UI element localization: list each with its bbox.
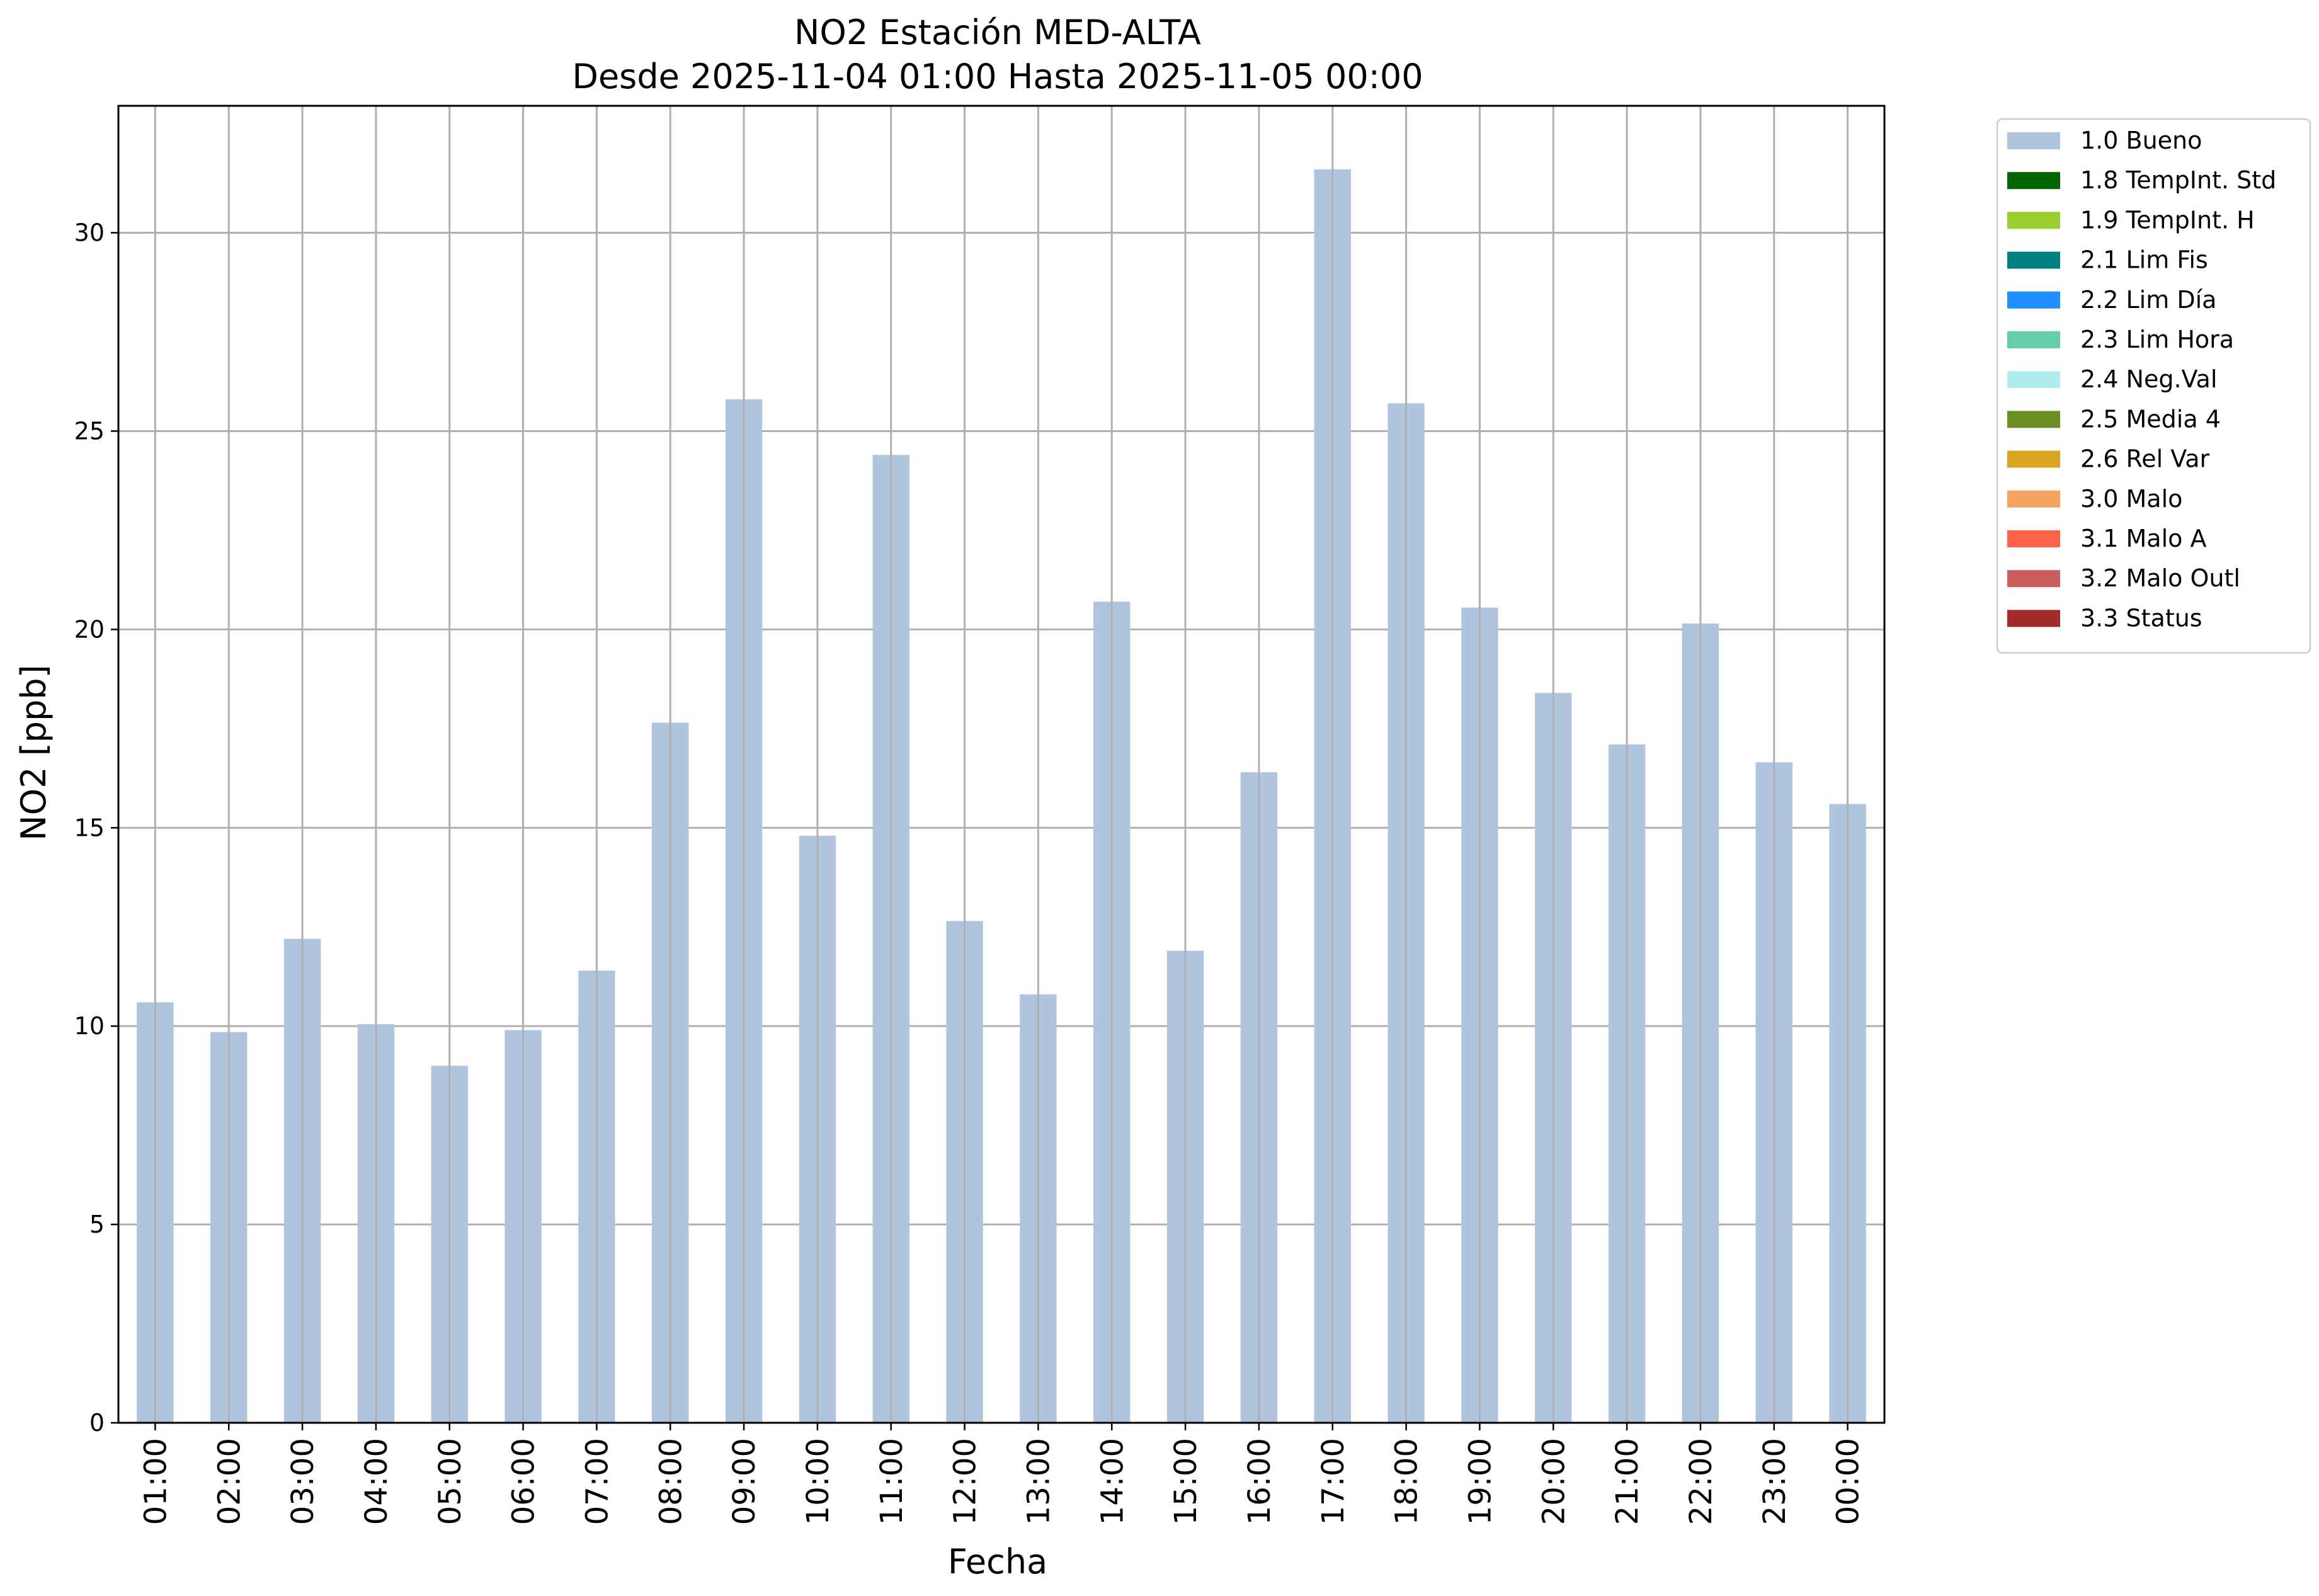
legend-label: 2.1 Lim Fis bbox=[2080, 246, 2208, 274]
x-tick-label: 11:00 bbox=[874, 1438, 909, 1525]
legend-label: 3.2 Malo Outl bbox=[2080, 564, 2240, 592]
x-tick-label: 04:00 bbox=[359, 1438, 394, 1525]
legend-label: 1.8 TempInt. Std bbox=[2080, 166, 2276, 194]
y-tick-label: 25 bbox=[74, 417, 105, 445]
y-tick-label: 5 bbox=[89, 1211, 105, 1238]
legend-swatch bbox=[2007, 450, 2060, 468]
x-tick-label: 19:00 bbox=[1462, 1438, 1498, 1525]
legend-swatch bbox=[2007, 570, 2060, 588]
x-tick-label: 06:00 bbox=[506, 1438, 542, 1525]
legend-label: 3.0 Malo bbox=[2080, 485, 2182, 513]
legend-swatch bbox=[2007, 291, 2060, 309]
chart-subtitle: Desde 2025-11-04 01:00 Hasta 2025-11-05 … bbox=[572, 57, 1423, 96]
x-tick-label: 15:00 bbox=[1168, 1438, 1204, 1525]
legend-label: 2.6 Rel Var bbox=[2080, 445, 2210, 473]
legend-swatch bbox=[2007, 490, 2060, 508]
legend-swatch bbox=[2007, 331, 2060, 348]
x-tick-label: 23:00 bbox=[1757, 1438, 1792, 1525]
legend-label: 2.4 Neg.Val bbox=[2080, 365, 2217, 393]
x-tick-label: 09:00 bbox=[727, 1438, 762, 1525]
x-tick-label: 20:00 bbox=[1536, 1438, 1571, 1525]
legend-swatch bbox=[2007, 251, 2060, 269]
x-tick-label: 01:00 bbox=[138, 1438, 173, 1525]
x-tick-label: 21:00 bbox=[1610, 1438, 1645, 1525]
legend-swatch bbox=[2007, 610, 2060, 627]
legend-label: 3.1 Malo A bbox=[2080, 525, 2206, 552]
y-tick-label: 20 bbox=[74, 615, 105, 643]
grid-lines bbox=[118, 232, 1884, 1424]
x-tick-label: 13:00 bbox=[1021, 1438, 1056, 1525]
x-tick-label: 03:00 bbox=[285, 1438, 321, 1525]
x-tick-label: 18:00 bbox=[1389, 1438, 1425, 1525]
legend-swatch bbox=[2007, 212, 2060, 229]
x-tick-label: 10:00 bbox=[801, 1438, 836, 1525]
y-tick-label: 15 bbox=[74, 814, 105, 841]
legend-swatch bbox=[2007, 172, 2060, 190]
x-axis-label: Fecha bbox=[948, 1542, 1047, 1582]
legend-label: 2.3 Lim Hora bbox=[2080, 326, 2234, 353]
x-tick-label: 05:00 bbox=[433, 1438, 468, 1525]
x-tick-label: 14:00 bbox=[1095, 1438, 1130, 1525]
x-tick-label: 02:00 bbox=[212, 1438, 247, 1525]
vertical-grid-lines bbox=[154, 106, 1849, 1423]
x-tick-label: 22:00 bbox=[1684, 1438, 1719, 1525]
chart-title: NO2 Estación MED-ALTA bbox=[794, 13, 1201, 52]
x-tick-label: 00:00 bbox=[1831, 1438, 1866, 1525]
legend-label: 1.0 Bueno bbox=[2080, 127, 2202, 154]
legend-label: 3.3 Status bbox=[2080, 604, 2202, 632]
axis-ticks: 0 5 10 15 20 25 30 01:00 02:00 03:00 04:00 05:00 06:… bbox=[74, 219, 1866, 1525]
legend-swatch bbox=[2007, 411, 2060, 428]
legend-label: 1.9 TempInt. H bbox=[2080, 206, 2255, 234]
y-tick-label: 30 bbox=[74, 219, 105, 247]
x-tick-label: 17:00 bbox=[1316, 1438, 1351, 1525]
legend-swatch bbox=[2007, 530, 2060, 547]
legend: 1.0 Bueno 1.8 TempInt. Std 1.9 TempInt. H 2… bbox=[1996, 118, 2311, 654]
x-tick-label: 16:00 bbox=[1242, 1438, 1277, 1525]
plot-area-frame bbox=[117, 105, 1886, 1424]
y-axis-label: NO2 [ppb] bbox=[14, 664, 54, 840]
x-tick-label: 07:00 bbox=[579, 1438, 615, 1525]
y-tick-label: 10 bbox=[74, 1012, 105, 1040]
legend-label: 2.2 Lim Día bbox=[2080, 286, 2216, 314]
legend-box bbox=[1996, 118, 2311, 654]
x-tick-label: 12:00 bbox=[948, 1438, 983, 1525]
legend-swatch bbox=[2007, 371, 2060, 389]
legend-swatch bbox=[2007, 132, 2060, 149]
y-tick-label: 0 bbox=[89, 1409, 105, 1437]
bars bbox=[137, 169, 1866, 1423]
legend-label: 2.5 Media 4 bbox=[2080, 405, 2221, 433]
x-tick-label: 08:00 bbox=[653, 1438, 688, 1525]
